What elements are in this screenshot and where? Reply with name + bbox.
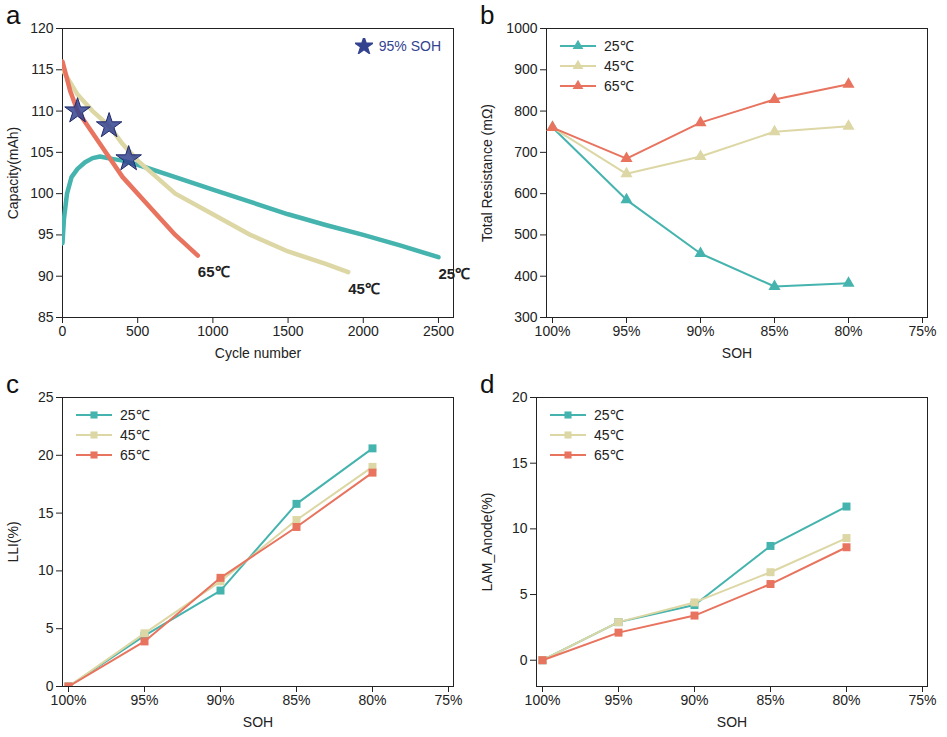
svg-text:900: 900	[514, 61, 538, 77]
html-text:65℃: 65℃	[120, 447, 150, 463]
svg-text:5: 5	[520, 586, 528, 602]
html-text:45℃: 45℃	[594, 427, 624, 443]
svg-text:5: 5	[46, 620, 54, 636]
svg-text:80%: 80%	[834, 323, 862, 339]
svg-text:SOH: SOH	[717, 714, 747, 730]
html-text:25℃: 25℃	[594, 407, 624, 423]
svg-text:100: 100	[30, 185, 54, 201]
html-text:45℃: 45℃	[120, 427, 150, 443]
svg-text:SOH: SOH	[243, 714, 273, 730]
svg-text:Capacity(mAh): Capacity(mAh)	[5, 127, 21, 220]
html-text:95% SOH: 95% SOH	[378, 38, 441, 54]
svg-text:90%: 90%	[686, 323, 714, 339]
svg-text:1000: 1000	[506, 20, 537, 36]
svg-text:100%: 100%	[525, 692, 561, 708]
svg-text:10: 10	[512, 520, 528, 536]
svg-text:1500: 1500	[272, 323, 303, 339]
html-text:65℃: 65℃	[594, 447, 624, 463]
svg-text:10: 10	[38, 562, 54, 578]
svg-text:75%: 75%	[434, 692, 462, 708]
svg-text:0: 0	[520, 652, 528, 668]
svg-text:0: 0	[45, 678, 54, 694]
svg-text:Total Resistance (mΩ): Total Resistance (mΩ)	[479, 104, 495, 242]
svg-text:20: 20	[512, 389, 528, 405]
svg-text:100%: 100%	[535, 323, 571, 339]
html-text:d: d	[480, 369, 495, 399]
svg-text:600: 600	[514, 185, 538, 201]
svg-text:95: 95	[38, 226, 54, 242]
svg-text:95%: 95%	[612, 323, 640, 339]
svg-text:100%: 100%	[51, 692, 87, 708]
html-text:65℃: 65℃	[604, 78, 634, 94]
svg-text:90%: 90%	[680, 692, 708, 708]
svg-text:15: 15	[38, 505, 54, 521]
svg-text:80%: 80%	[358, 692, 386, 708]
html-text:25℃: 25℃	[604, 38, 634, 54]
svg-text:LLI(%): LLI(%)	[5, 521, 21, 562]
svg-text:Cycle number: Cycle number	[215, 345, 302, 361]
html-text:a: a	[6, 0, 21, 30]
svg-text:25℃: 25℃	[438, 265, 470, 282]
svg-text:45℃: 45℃	[348, 280, 380, 297]
html-text:b: b	[480, 0, 495, 30]
svg-text:65℃: 65℃	[198, 263, 230, 280]
svg-text:25: 25	[38, 389, 54, 405]
svg-text:115: 115	[31, 61, 54, 77]
svg-text:75%: 75%	[908, 323, 936, 339]
svg-text:120: 120	[30, 20, 54, 36]
svg-text:20: 20	[38, 447, 54, 463]
html-text:25℃: 25℃	[120, 407, 150, 423]
svg-text:85%: 85%	[756, 692, 784, 708]
svg-text:15: 15	[512, 455, 528, 471]
html-text:45℃: 45℃	[604, 58, 634, 74]
svg-text:800: 800	[514, 103, 538, 119]
svg-text:85%: 85%	[282, 692, 310, 708]
svg-text:90: 90	[38, 268, 54, 284]
svg-text:500: 500	[514, 226, 538, 242]
svg-text:500: 500	[126, 323, 150, 339]
svg-text:1000: 1000	[197, 323, 228, 339]
svg-text:110: 110	[31, 103, 54, 119]
svg-text:85: 85	[38, 309, 54, 325]
svg-text:105: 105	[30, 144, 54, 160]
svg-text:90%: 90%	[206, 692, 234, 708]
svg-text:LAM_Anode(%): LAM_Anode(%)	[479, 493, 495, 592]
svg-text:0: 0	[59, 323, 67, 339]
svg-text:2000: 2000	[348, 323, 379, 339]
svg-text:75%: 75%	[908, 692, 936, 708]
svg-text:80%: 80%	[832, 692, 860, 708]
svg-text:SOH: SOH	[722, 345, 752, 361]
svg-text:95%: 95%	[604, 692, 632, 708]
svg-text:85%: 85%	[760, 323, 788, 339]
svg-text:300: 300	[514, 309, 538, 325]
svg-text:400: 400	[514, 268, 538, 284]
html-text:c: c	[6, 369, 19, 399]
svg-text:700: 700	[514, 144, 538, 160]
svg-text:95%: 95%	[130, 692, 158, 708]
svg-text:2500: 2500	[423, 323, 454, 339]
